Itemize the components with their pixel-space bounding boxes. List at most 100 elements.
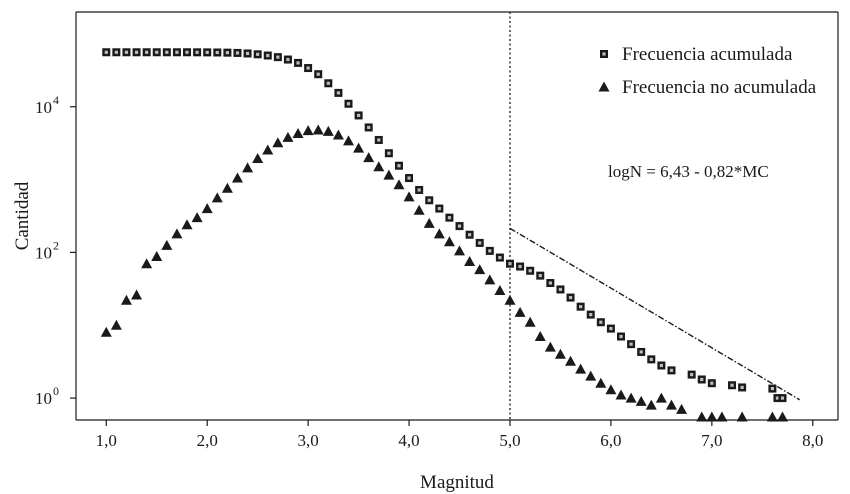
data-point-square (203, 48, 212, 57)
data-point-square (617, 332, 626, 341)
data-point-square (728, 381, 737, 390)
data-point-triangle (343, 135, 355, 146)
data-point-square (425, 196, 434, 205)
data-point-triangle (736, 411, 748, 422)
regression-fit-line (509, 227, 801, 401)
y-axis-title: Cantidad (12, 181, 33, 250)
x-tick-label: 1,0 (96, 431, 117, 450)
x-tick-label: 3,0 (298, 431, 319, 450)
data-point-triangle (131, 289, 143, 300)
data-point-square (475, 238, 484, 247)
data-point-square (162, 48, 171, 57)
data-point-triangle (151, 250, 163, 261)
data-point-square (314, 70, 323, 79)
data-point-triangle (292, 127, 304, 138)
data-point-triangle (565, 355, 577, 366)
data-point-triangle (201, 203, 213, 214)
data-point-square (384, 149, 393, 158)
data-point-triangle (645, 399, 657, 410)
data-point-triangle (474, 264, 486, 275)
data-point-triangle (484, 274, 496, 285)
data-point-triangle (120, 294, 132, 305)
data-point-triangle (262, 144, 274, 155)
data-point-square (637, 347, 646, 356)
legend-label: Frecuencia acumulada (622, 44, 793, 65)
data-point-square (122, 48, 131, 57)
x-tick-label: 2,0 (197, 431, 218, 450)
x-tick-label: 8,0 (802, 431, 823, 450)
data-point-square (586, 310, 595, 319)
data-point-triangle (443, 236, 455, 247)
data-point-triangle (272, 137, 284, 148)
data-point-triangle (161, 239, 173, 250)
legend-marker-square (600, 50, 608, 58)
legend-marker-triangle (598, 81, 610, 92)
data-point-square (213, 48, 222, 57)
data-point-square (273, 53, 282, 62)
data-point-triangle (433, 228, 445, 239)
data-point-triangle (100, 326, 112, 337)
data-point-square (485, 246, 494, 255)
data-point-square (112, 48, 121, 57)
y-tick-exponent: 0 (53, 384, 59, 398)
data-point-square (546, 279, 555, 288)
axes-layer (75, 11, 839, 421)
data-point-square (627, 340, 636, 349)
legend-label: Frecuencia no acumulada (622, 77, 817, 98)
data-point-triangle (585, 370, 597, 381)
data-point-triangle (141, 258, 153, 269)
data-point-square (556, 285, 565, 294)
data-point-square (183, 48, 192, 57)
series-non-cumulative (100, 124, 788, 422)
data-point-square (142, 48, 151, 57)
data-point-triangle (575, 363, 587, 374)
regression-annotation: logN = 6,43 - 0,82*MC (608, 162, 769, 181)
data-point-square (606, 324, 615, 333)
data-point-square (697, 375, 706, 384)
data-point-triangle (231, 172, 243, 183)
data-point-triangle (625, 392, 637, 403)
x-tick-label: 5,0 (499, 431, 520, 450)
data-point-square (152, 48, 161, 57)
data-point-square (233, 48, 242, 57)
data-point-square (707, 379, 716, 388)
data-point-square (304, 64, 313, 73)
data-point-triangle (554, 348, 566, 359)
data-point-triangle (676, 403, 688, 414)
data-point-triangle (524, 316, 536, 327)
data-point-square (334, 88, 343, 97)
data-point-triangle (665, 399, 677, 410)
data-point-triangle (403, 191, 415, 202)
data-point-square (667, 366, 676, 375)
data-point-triangle (353, 142, 365, 153)
data-point-triangle (332, 129, 344, 140)
data-point-triangle (242, 162, 254, 173)
data-point-triangle (423, 217, 435, 228)
data-point-square (596, 318, 605, 327)
data-point-triangle (464, 256, 476, 267)
data-point-square (193, 48, 202, 57)
data-point-triangle (655, 392, 667, 403)
y-tick-exponent: 4 (53, 93, 59, 107)
series-layer (100, 48, 788, 422)
data-point-triangle (706, 411, 718, 422)
x-ticks: 1,0 2,0 3,0 4,0 5,0 6,0 7,0 8,0 (96, 420, 823, 450)
data-point-square (102, 48, 111, 57)
data-point-square (364, 123, 373, 132)
data-point-triangle (454, 245, 466, 256)
data-point-triangle (171, 228, 183, 239)
data-point-triangle (282, 131, 294, 142)
data-point-square (294, 58, 303, 67)
data-point-triangle (544, 341, 556, 352)
data-point-triangle (211, 192, 223, 203)
data-point-square (374, 135, 383, 144)
data-point-square (354, 111, 363, 120)
x-tick-label: 6,0 (600, 431, 621, 450)
data-point-triangle (373, 161, 385, 172)
data-point-triangle (635, 395, 647, 406)
legend: Frecuencia acumulada Frecuencia no acumul… (598, 44, 817, 98)
data-point-square (536, 271, 545, 280)
data-point-square (505, 259, 514, 268)
